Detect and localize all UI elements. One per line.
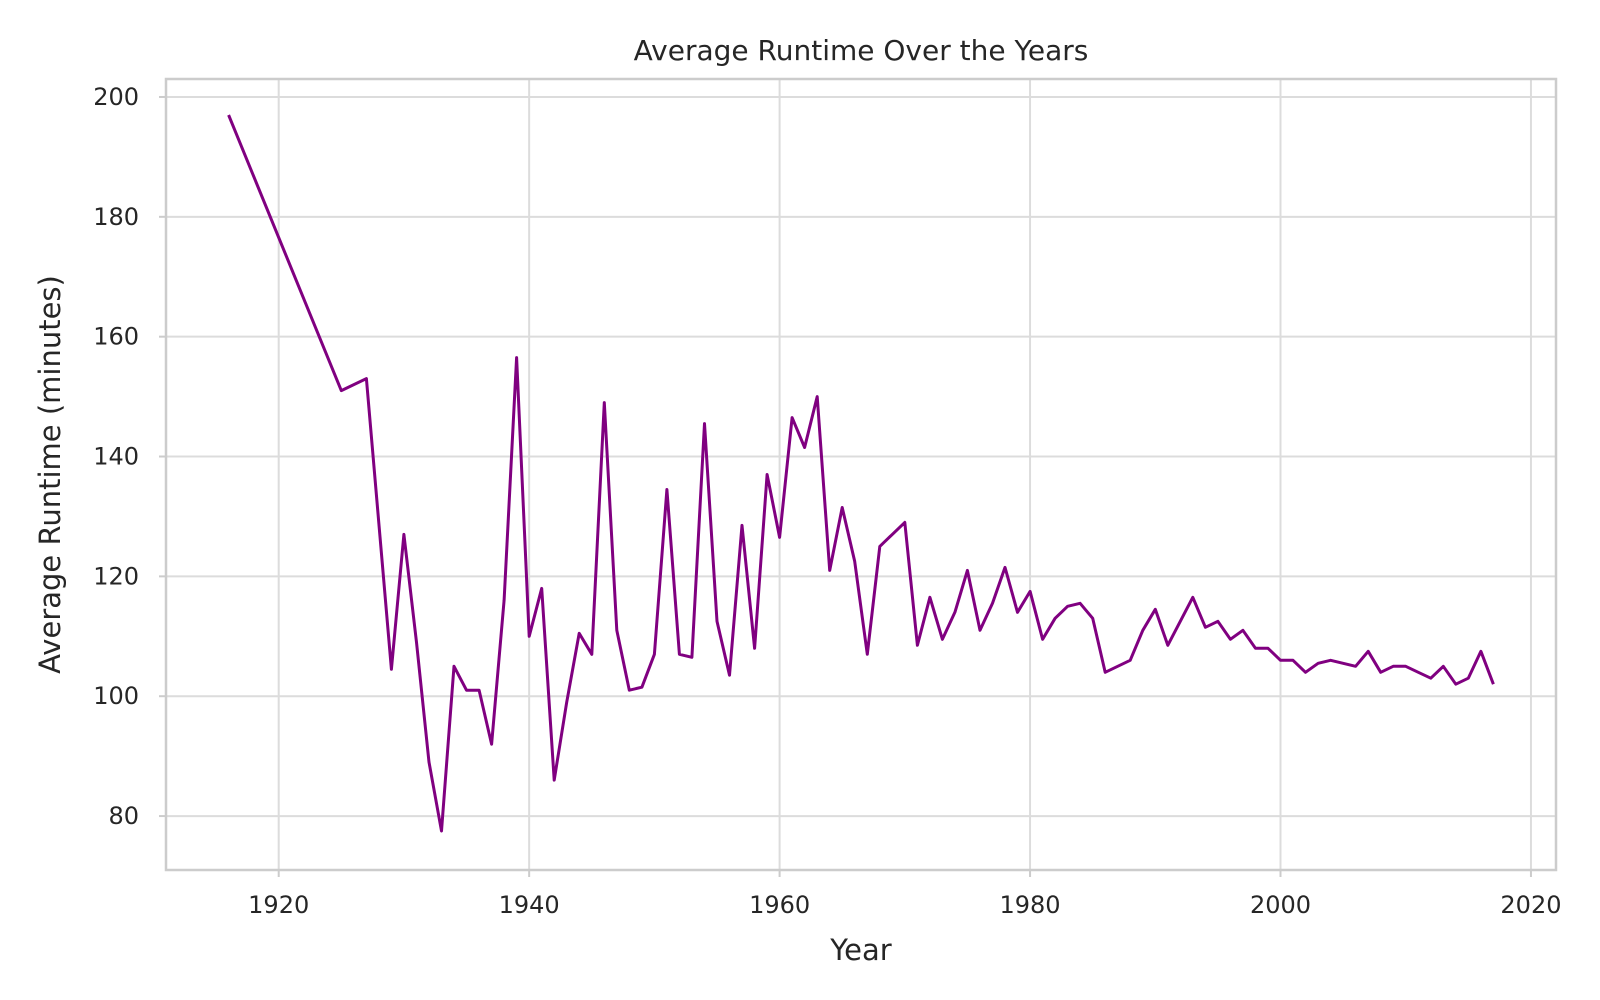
y-tick-label: 160 — [93, 323, 139, 351]
y-tick-label: 120 — [93, 562, 139, 590]
x-tick-label: 1940 — [499, 891, 560, 919]
plot-frame — [164, 77, 1558, 872]
x-tick-label: 2000 — [1250, 891, 1311, 919]
grid — [166, 79, 1556, 870]
y-tick-label: 100 — [93, 682, 139, 710]
series-line — [227, 114, 1495, 833]
x-tick-label: 1960 — [749, 891, 810, 919]
x-axis-ticks: 1920 1940 1960 1980 2000 2020 — [248, 870, 1561, 919]
y-tick-label: 80 — [108, 802, 139, 830]
y-tick-label: 200 — [93, 83, 139, 111]
y-axis-ticks: 80 100 120 140 160 180 200 — [93, 83, 166, 830]
y-tick-label: 180 — [93, 203, 139, 231]
x-axis-label: Year — [829, 933, 891, 967]
y-axis-label: Average Runtime (minutes) — [33, 275, 67, 674]
x-tick-label: 2020 — [1500, 891, 1561, 919]
x-tick-label: 1980 — [1000, 891, 1061, 919]
x-tick-label: 1920 — [248, 891, 309, 919]
chart-title: Average Runtime Over the Years — [634, 34, 1089, 67]
y-tick-label: 140 — [93, 443, 139, 471]
